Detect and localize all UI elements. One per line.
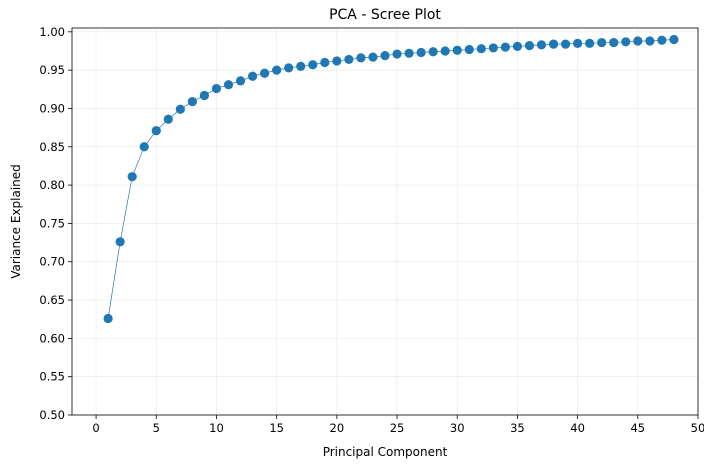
data-point xyxy=(103,313,113,324)
data-point xyxy=(645,36,655,46)
data-point xyxy=(657,35,667,45)
data-point xyxy=(621,37,631,47)
data-point xyxy=(476,44,486,54)
data-point xyxy=(356,53,366,63)
data-point xyxy=(332,56,342,66)
data-point xyxy=(633,36,643,46)
y-tick-label: 1.00 xyxy=(39,25,65,39)
data-point xyxy=(199,90,210,101)
data-point xyxy=(452,45,462,55)
chart-title: PCA - Scree Plot xyxy=(329,7,441,23)
data-point xyxy=(464,44,474,55)
data-point xyxy=(163,114,173,124)
x-tick-label: 45 xyxy=(630,421,645,435)
y-tick-label: 0.65 xyxy=(39,293,65,307)
x-tick-label: 0 xyxy=(92,421,99,435)
data-point xyxy=(609,37,619,48)
x-tick-label: 35 xyxy=(510,421,525,435)
data-point xyxy=(187,96,197,107)
x-axis-ticks: 0 5 10 15 20 25 30 35 40 45 50 xyxy=(92,415,704,435)
data-point xyxy=(573,38,583,48)
data-point xyxy=(115,237,125,247)
plot-frame xyxy=(71,27,699,416)
x-tick-label: 10 xyxy=(209,421,224,435)
x-axis-label: Principal Component xyxy=(323,445,448,459)
data-point xyxy=(488,43,498,53)
data-point xyxy=(223,80,234,90)
data-point xyxy=(247,71,258,81)
data-point xyxy=(440,46,450,56)
data-point xyxy=(428,47,438,57)
x-tick-label: 15 xyxy=(269,421,284,435)
y-axis-ticks: 0.50 0.55 0.60 0.65 0.70 0.75 0.80 0.85 0.90 0.95… xyxy=(39,25,72,422)
data-point xyxy=(296,61,306,71)
y-axis-label: Variance Explained xyxy=(9,164,23,279)
plot-area xyxy=(72,28,698,415)
data-point xyxy=(524,41,535,51)
y-tick-label: 0.95 xyxy=(39,63,65,77)
data-point xyxy=(380,50,390,61)
data-point xyxy=(416,47,426,58)
data-point xyxy=(211,83,222,94)
x-tick-label: 20 xyxy=(330,421,345,435)
data-point xyxy=(368,52,378,62)
data-point xyxy=(548,39,559,49)
data-point xyxy=(585,38,595,48)
data-point xyxy=(597,37,607,48)
data-point xyxy=(272,65,282,75)
y-tick-label: 0.85 xyxy=(39,140,65,154)
data-point xyxy=(512,41,523,51)
x-tick-label: 30 xyxy=(450,421,465,435)
x-tick-label: 50 xyxy=(691,421,704,435)
data-point xyxy=(260,68,270,78)
data-point xyxy=(235,76,246,86)
data-point xyxy=(344,54,354,65)
data-point xyxy=(127,172,137,182)
y-tick-label: 0.55 xyxy=(39,370,65,384)
data-point xyxy=(536,40,547,50)
data-point xyxy=(284,63,294,73)
y-tick-label: 0.75 xyxy=(39,216,65,230)
x-tick-label: 25 xyxy=(390,421,405,435)
data-point xyxy=(669,34,679,45)
data-point xyxy=(500,42,510,52)
data-point xyxy=(320,57,330,68)
data-point xyxy=(404,48,414,58)
data-point xyxy=(175,104,185,114)
data-point xyxy=(139,142,149,152)
data-point xyxy=(392,49,402,59)
x-tick-label: 40 xyxy=(570,421,585,435)
y-tick-label: 0.50 xyxy=(39,408,65,422)
y-tick-label: 0.90 xyxy=(39,101,65,115)
series-layer xyxy=(103,34,679,324)
y-tick-label: 0.80 xyxy=(39,178,65,192)
data-point xyxy=(308,60,318,70)
x-tick-label: 5 xyxy=(153,421,160,435)
data-point xyxy=(151,126,161,136)
y-tick-label: 0.60 xyxy=(39,331,65,345)
y-tick-label: 0.70 xyxy=(39,255,65,269)
data-point xyxy=(560,39,571,49)
